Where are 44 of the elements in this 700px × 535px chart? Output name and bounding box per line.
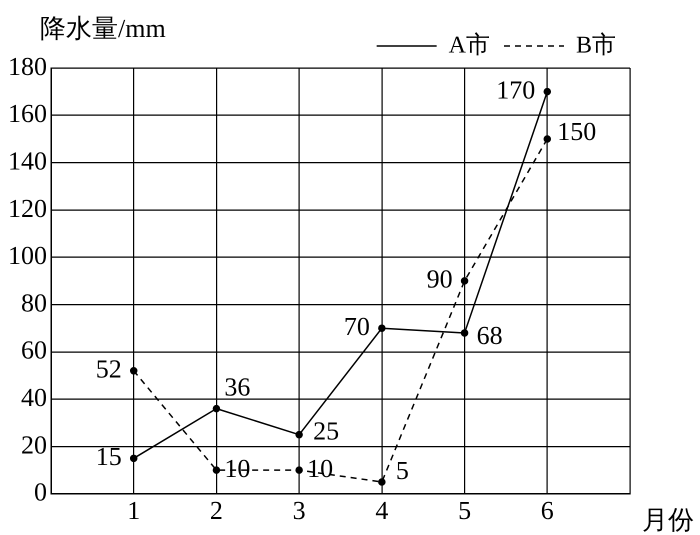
x-axis-title: 月份 — [642, 506, 694, 535]
point — [544, 135, 552, 143]
data-label: 52 — [96, 354, 122, 384]
point — [212, 466, 220, 474]
x-tick-label: 5 — [458, 496, 472, 526]
x-tick-label: 2 — [210, 496, 223, 526]
y-axis-title: 降水量/mm — [40, 14, 166, 43]
data-label: 170 — [496, 75, 536, 104]
y-tick-label: 0 — [34, 478, 47, 507]
point — [295, 466, 303, 474]
point — [378, 324, 386, 332]
point — [130, 367, 138, 375]
point — [130, 454, 138, 462]
data-label: 70 — [344, 312, 370, 342]
point — [544, 88, 552, 96]
x-tick-label: 1 — [127, 496, 140, 526]
point — [295, 430, 303, 438]
data-label: 150 — [557, 116, 596, 146]
point — [460, 329, 468, 337]
data-label: 15 — [96, 442, 122, 472]
point — [460, 277, 468, 285]
y-tick-label: 40 — [21, 383, 47, 412]
y-tick-label: 180 — [8, 52, 47, 81]
data-label: 36 — [224, 372, 250, 402]
data-label: 25 — [313, 416, 340, 446]
y-tick-label: 20 — [21, 430, 47, 460]
data-label: 68 — [476, 320, 503, 350]
y-tick-label: 160 — [8, 99, 47, 128]
point — [212, 404, 220, 412]
y-tick-label: 120 — [8, 194, 47, 223]
legend-label: B市 — [576, 31, 616, 58]
y-tick-label: 100 — [8, 241, 47, 270]
data-label: 10 — [224, 454, 250, 483]
point — [378, 478, 386, 486]
data-label: 10 — [307, 454, 334, 483]
y-tick-label: 60 — [21, 336, 47, 365]
legend-label: A市 — [448, 31, 490, 58]
y-tick-label: 140 — [8, 146, 47, 176]
data-label: 5 — [396, 456, 409, 485]
x-tick-label: 3 — [292, 496, 306, 526]
x-tick-label: 6 — [540, 496, 554, 526]
y-tick-label: 80 — [21, 288, 47, 318]
data-label: 90 — [426, 264, 453, 294]
x-tick-label: 4 — [375, 496, 388, 526]
